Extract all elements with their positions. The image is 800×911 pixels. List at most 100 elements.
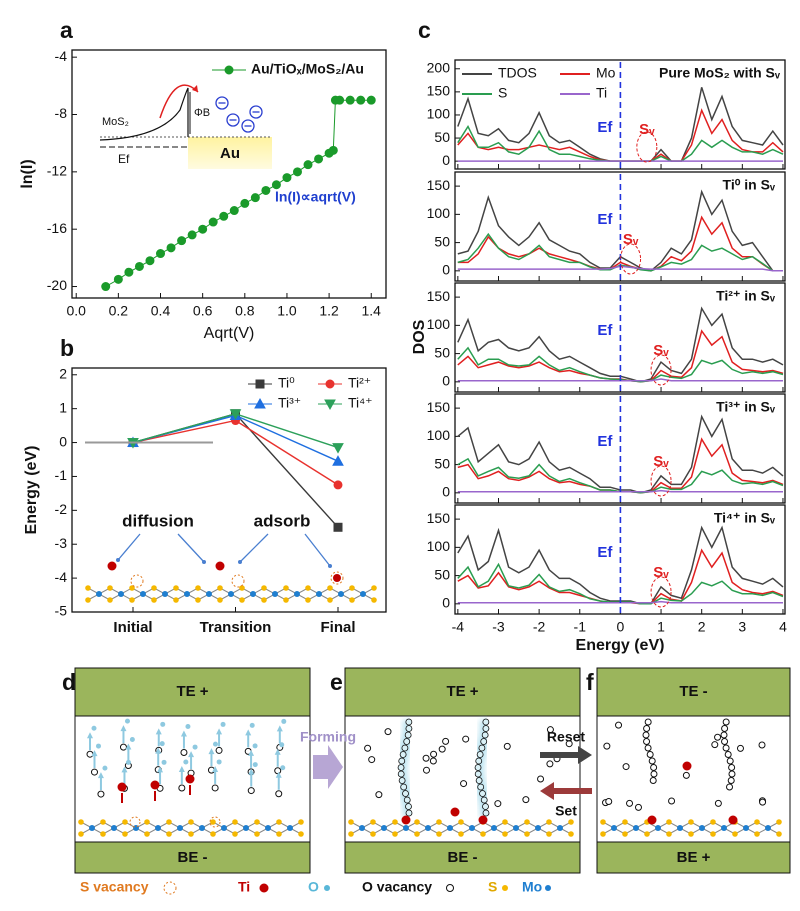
legend-label: O vacancy: [362, 879, 432, 895]
o-vacancy: [215, 746, 223, 754]
o-vacancy: [758, 741, 766, 749]
panel-title: Ti⁴⁺ in Sᵥ: [714, 510, 776, 526]
o-vacancy: [622, 763, 630, 771]
series-line: [105, 99, 372, 287]
s-atom: [188, 831, 194, 837]
o-arrow-head: [274, 748, 281, 755]
bottom-electrode: [596, 841, 791, 874]
o-arrow-head: [178, 765, 185, 772]
panel-title: Ti⁰ in Sᵥ: [723, 177, 776, 193]
o-arrow-head: [208, 748, 215, 755]
marker: [314, 154, 324, 164]
mo-atom: [513, 825, 519, 831]
s-atom: [754, 819, 760, 825]
s-atom: [305, 597, 311, 603]
o-ion: [249, 722, 255, 728]
o-arrow-head: [121, 766, 128, 773]
o-arrow-head: [248, 749, 255, 756]
marker: [224, 65, 234, 75]
ti: [107, 561, 117, 571]
marker: [113, 274, 123, 284]
pointer-head: [328, 564, 332, 568]
o-vacancy: [475, 757, 483, 765]
legend-label: S vacancy: [80, 879, 149, 895]
s-atom: [546, 819, 552, 825]
s-atom: [458, 831, 464, 837]
set-arrow: [540, 782, 592, 800]
fermi-label: Ef: [597, 433, 613, 450]
s-atom: [283, 585, 289, 591]
mo-atom: [140, 591, 146, 597]
ti: [728, 815, 738, 825]
o-arrow-head: [276, 725, 283, 732]
mo-atom: [316, 591, 322, 597]
o-vacancy: [397, 764, 405, 771]
o-vacancy: [722, 718, 730, 726]
o-ion: [102, 765, 108, 771]
o-vacancy: [634, 803, 642, 811]
mo-atom: [403, 825, 409, 831]
s-atom: [151, 585, 157, 591]
x-tick-label: -3: [492, 619, 505, 635]
o-vacancy: [274, 767, 282, 775]
x-tick-label: 0.0: [66, 303, 86, 319]
legend-symbol: [545, 885, 551, 891]
s-atom: [85, 585, 91, 591]
vacancy-mark: [650, 576, 672, 608]
x-axis-label: Energy (eV): [576, 637, 665, 654]
s-atom: [232, 819, 238, 825]
mo-atom: [221, 825, 227, 831]
o-vacancy: [714, 799, 722, 807]
fermi-label: Ef: [597, 119, 613, 136]
o-vacancy: [403, 796, 411, 804]
marker: [332, 455, 344, 466]
s-atom: [370, 819, 376, 825]
legend-label: Ti: [238, 879, 250, 895]
mo-atom: [162, 591, 168, 597]
y-axis-label: ln(I): [19, 159, 36, 188]
s-atom: [371, 585, 377, 591]
s-vacancy: [231, 574, 245, 588]
x-tick-label: 0.8: [235, 303, 255, 319]
legend-label: S: [488, 879, 497, 895]
s-atom: [392, 831, 398, 837]
y-tick-label: -16: [47, 220, 67, 236]
series-line: [132, 419, 339, 486]
s-atom: [600, 819, 606, 825]
s-atom: [327, 597, 333, 603]
mo-atom: [287, 825, 293, 831]
fermi-label: Ef: [597, 544, 613, 561]
mo-atom: [155, 825, 161, 831]
s-atom: [166, 831, 172, 837]
marker: [177, 236, 187, 246]
o-vacancy: [728, 764, 736, 771]
o-arrow-head: [97, 772, 104, 779]
marker: [292, 167, 302, 177]
o-vacancy: [649, 777, 657, 784]
o-vacancy: [711, 741, 719, 749]
o-vacancy: [399, 751, 407, 758]
inset-label: MoS₂: [102, 116, 129, 128]
x-tick-label: -1: [574, 619, 587, 635]
y-tick-label: -4: [55, 569, 68, 585]
o-vacancy: [397, 770, 405, 778]
marker: [156, 249, 166, 259]
o-ion: [281, 718, 287, 724]
mo-atom: [633, 825, 639, 831]
s-atom: [254, 819, 260, 825]
o-vacancy: [405, 809, 413, 817]
pointer: [117, 533, 141, 561]
panel-letter: b: [60, 335, 74, 361]
y-tick-label: 100: [427, 316, 451, 332]
marker: [255, 379, 265, 389]
o-ion: [185, 724, 191, 730]
pointer: [304, 533, 331, 567]
s-atom: [480, 831, 486, 837]
s-vacancy: [330, 571, 344, 585]
mo-atom: [425, 825, 431, 831]
vacancy-mark: [650, 465, 672, 497]
marker: [254, 397, 266, 409]
s-atom: [122, 831, 128, 837]
s-atom: [666, 831, 672, 837]
o-vacancy: [438, 745, 446, 753]
